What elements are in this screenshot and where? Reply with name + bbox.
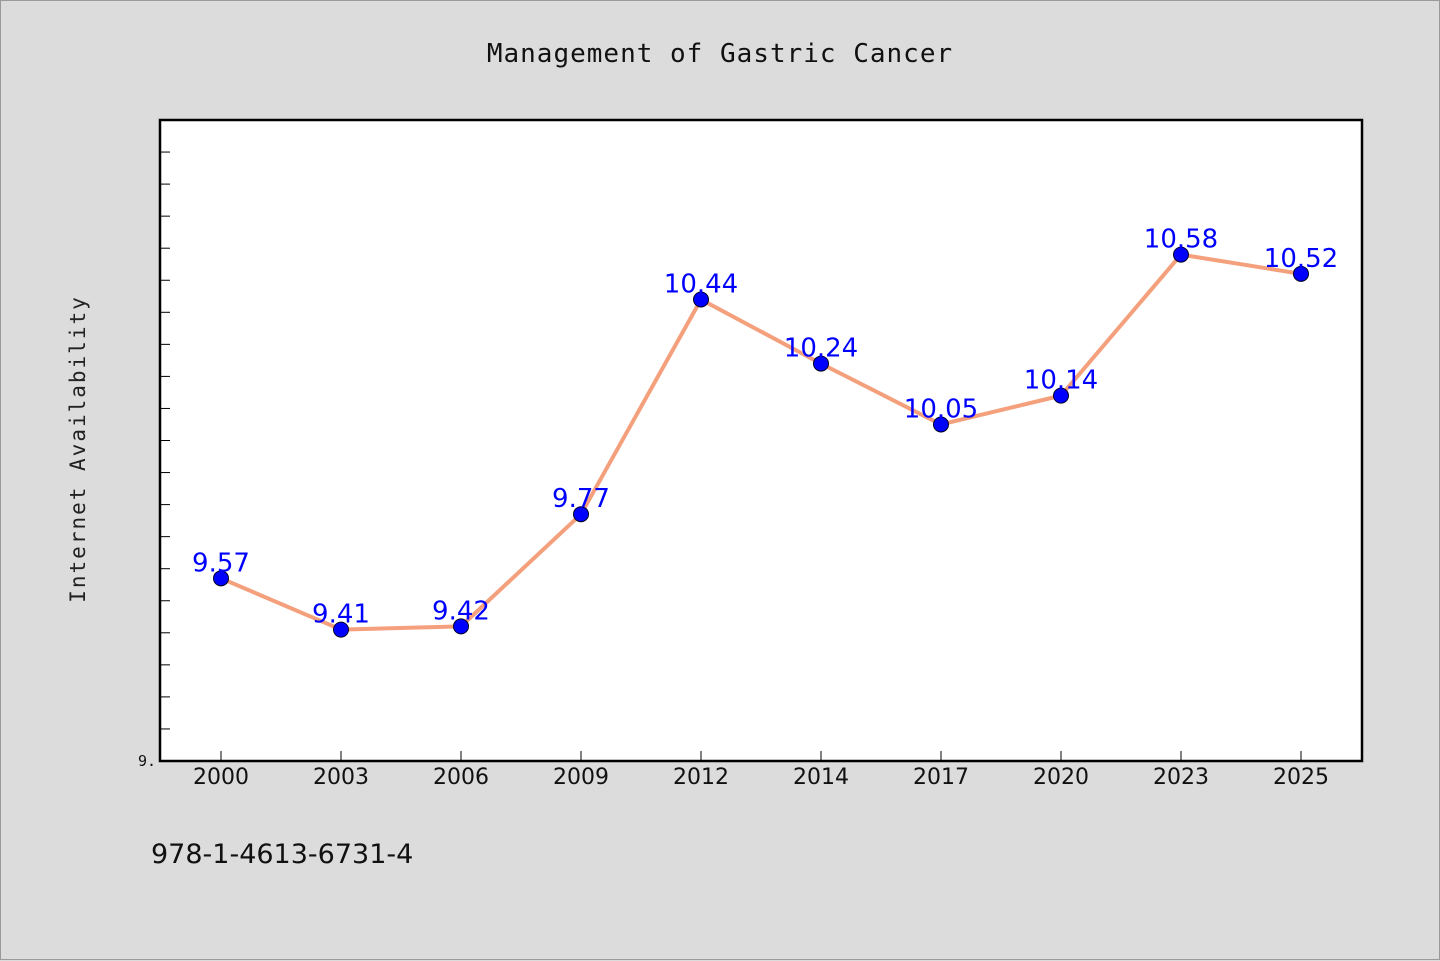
x-axis-ticks: 2000 2003 2006 2009 2012 2014 2017 2020 2023 2025 bbox=[193, 751, 1329, 790]
x-tick-label: 2014 bbox=[793, 765, 849, 790]
data-label: 10.05 bbox=[904, 394, 978, 424]
data-point bbox=[1293, 265, 1309, 282]
x-tick-label: 2020 bbox=[1033, 765, 1089, 790]
data-point bbox=[933, 416, 949, 433]
chart-title: Management of Gastric Cancer bbox=[487, 39, 953, 69]
data-label: 10.58 bbox=[1144, 225, 1218, 255]
x-tick-label: 2003 bbox=[313, 765, 369, 790]
y-tick-label: 9. bbox=[138, 752, 156, 770]
data-label: 9.42 bbox=[432, 596, 490, 626]
x-tick-label: 2012 bbox=[673, 765, 729, 790]
series-layer bbox=[213, 246, 1309, 638]
data-label: 9.57 bbox=[192, 548, 250, 578]
data-label: 9.77 bbox=[552, 484, 610, 514]
data-point bbox=[1053, 387, 1069, 404]
x-tick-label: 2006 bbox=[433, 765, 489, 790]
x-tick-label: 2017 bbox=[913, 765, 969, 790]
x-tick-label: 2009 bbox=[553, 765, 609, 790]
data-label: 10.24 bbox=[784, 334, 858, 364]
x-tick-label: 2000 bbox=[193, 765, 249, 790]
data-point bbox=[453, 618, 469, 635]
series-line bbox=[220, 252, 1302, 632]
data-label: 10.44 bbox=[664, 269, 738, 299]
data-label: 10.52 bbox=[1264, 244, 1338, 274]
data-labels: 9.57 9.41 9.42 9.77 10.44 10.24 10.05 10.14 10.5… bbox=[192, 225, 1338, 630]
data-label: 10.14 bbox=[1024, 366, 1098, 396]
y-axis-label: Internet Availability bbox=[66, 295, 90, 603]
x-tick-label: 2025 bbox=[1273, 765, 1329, 790]
x-tick-label: 2023 bbox=[1153, 765, 1209, 790]
data-point bbox=[1173, 246, 1189, 263]
data-point bbox=[573, 506, 589, 523]
plot-area bbox=[158, 118, 1364, 763]
data-label: 9.41 bbox=[312, 600, 370, 630]
data-point bbox=[693, 291, 709, 308]
isbn-note: 978-1-4613-6731-4 bbox=[151, 839, 413, 870]
data-point bbox=[813, 355, 829, 372]
y-axis-ticks: 9. bbox=[138, 151, 170, 770]
data-point bbox=[333, 621, 349, 638]
data-point bbox=[213, 570, 229, 587]
